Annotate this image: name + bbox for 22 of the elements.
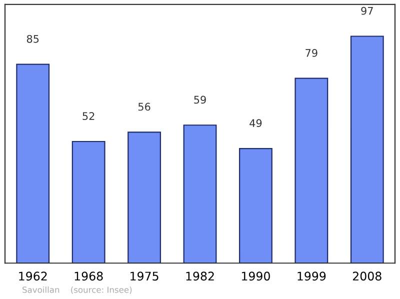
data-label: 79: [306, 49, 318, 57]
x-tick-label: 1968: [74, 272, 103, 281]
x-tick-label: 1975: [130, 272, 158, 281]
data-label: 56: [138, 102, 150, 111]
x-tick-label: 1982: [186, 272, 214, 281]
x-tick-label: 1999: [298, 272, 326, 281]
x-tick-label: 1990: [242, 272, 270, 281]
bar: [294, 78, 328, 264]
bar: [16, 64, 50, 264]
data-label: 59: [194, 96, 206, 104]
x-tick-label: 2008: [352, 272, 382, 281]
data-label: 85: [26, 34, 39, 43]
bar: [350, 36, 384, 264]
text: Savoillan (source: Insee): [22, 286, 132, 294]
data-label: 97: [361, 6, 373, 15]
bar: [183, 124, 217, 264]
bar: [72, 140, 106, 264]
data-label: 49: [250, 119, 262, 128]
x-tick-label: 1962: [19, 272, 47, 281]
data-label: 52: [82, 112, 94, 120]
bar: [239, 148, 272, 264]
bar: [128, 132, 161, 264]
